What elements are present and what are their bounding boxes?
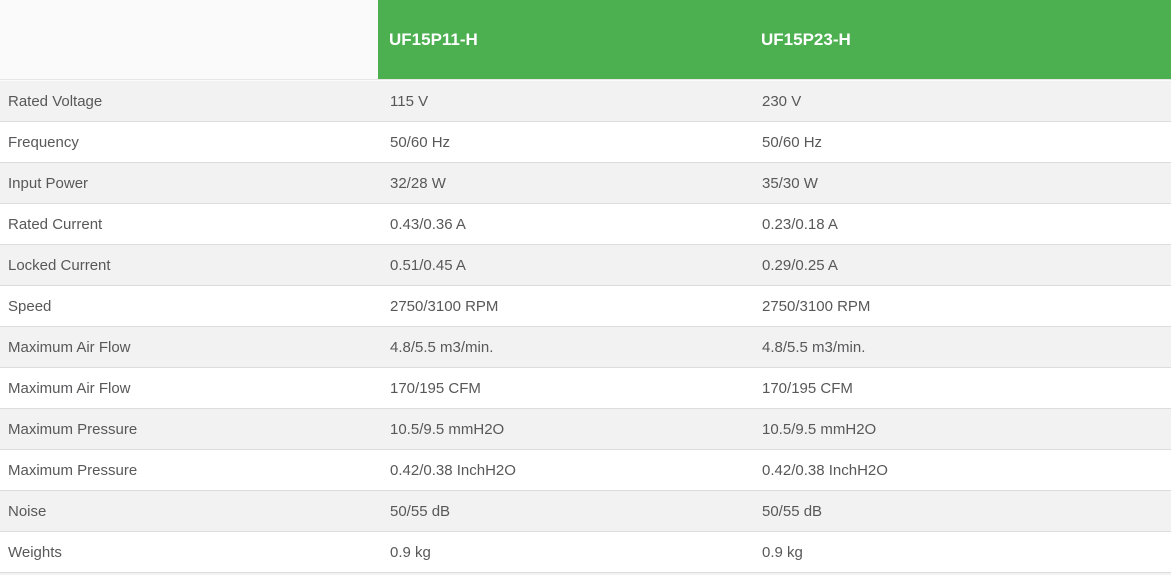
table-row-input-power: Input Power 32/28 W 35/30 W [0,163,1171,204]
table-row-frequency: Frequency 50/60 Hz 50/60 Hz [0,122,1171,163]
row-value-uf15p11-h: 0.43/0.36 A [390,215,466,233]
column-header-uf15p11-h: UF15P11-H [378,0,750,79]
row-value-uf15p23-h: 230 V [762,92,802,110]
row-label: Weights [8,543,62,561]
row-value-uf15p23-h: 2750/3100 RPM [762,297,871,315]
row-label: Rated Current [8,215,103,233]
row-label: Frequency [8,133,79,151]
row-value-uf15p11-h: 10.5/9.5 mmH2O [390,420,505,438]
partial-next-row [0,573,1171,575]
header-divider [0,80,1171,81]
row-value-uf15p11-h: 4.8/5.5 m3/min. [390,338,494,356]
row-value-uf15p23-h: 50/55 dB [762,502,823,520]
table-row-max-pressure-mmh2o: Maximum Pressure 10.5/9.5 mmH2O 10.5/9.5… [0,409,1171,450]
row-label: Maximum Pressure [8,420,138,438]
table-row-rated-voltage: Rated Voltage 115 V 230 V [0,81,1171,122]
row-value-uf15p23-h: 50/60 Hz [762,133,823,151]
column-header-uf15p23-h: UF15P23-H [750,0,1171,79]
row-value-uf15p23-h: 0.9 kg [762,543,803,561]
row-label: Noise [8,502,47,520]
row-value-uf15p11-h: 50/60 Hz [390,133,451,151]
row-label: Speed [8,297,52,315]
row-value-uf15p23-h: 0.42/0.38 InchH2O [762,461,888,479]
row-value-uf15p11-h: 2750/3100 RPM [390,297,499,315]
row-value-uf15p11-h: 0.51/0.45 A [390,256,466,274]
row-value-uf15p11-h: 115 V [390,92,429,110]
row-label: Input Power [8,174,89,192]
row-label: Rated Voltage [8,92,103,110]
row-label: Maximum Air Flow [8,338,131,356]
row-label: Maximum Pressure [8,461,138,479]
table-row-max-air-flow-m3: Maximum Air Flow 4.8/5.5 m3/min. 4.8/5.5… [0,327,1171,368]
row-label: Maximum Air Flow [8,379,131,397]
row-value-uf15p11-h: 32/28 W [390,174,446,192]
table-row-noise: Noise 50/55 dB 50/55 dB [0,491,1171,532]
table-row-rated-current: Rated Current 0.43/0.36 A 0.23/0.18 A [0,204,1171,245]
row-value-uf15p23-h: 0.29/0.25 A [762,256,838,274]
row-value-uf15p11-h: 50/55 dB [390,502,451,520]
row-label: Locked Current [8,256,111,274]
row-value-uf15p11-h: 0.9 kg [390,543,431,561]
row-value-uf15p23-h: 170/195 CFM [762,379,853,397]
table-row-speed: Speed 2750/3100 RPM 2750/3100 RPM [0,286,1171,327]
row-value-uf15p23-h: 0.23/0.18 A [762,215,838,233]
header-blank-cell [0,0,378,79]
row-value-uf15p11-h: 0.42/0.38 InchH2O [390,461,516,479]
row-value-uf15p23-h: 4.8/5.5 m3/min. [762,338,866,356]
table-row-max-air-flow-cfm: Maximum Air Flow 170/195 CFM 170/195 CFM [0,368,1171,409]
row-value-uf15p23-h: 10.5/9.5 mmH2O [762,420,877,438]
row-value-uf15p23-h: 35/30 W [762,174,818,192]
table-row-weights: Weights 0.9 kg 0.9 kg [0,532,1171,573]
table-header-row: UF15P11-H UF15P23-H [0,0,1171,80]
table-row-locked-current: Locked Current 0.51/0.45 A 0.29/0.25 A [0,245,1171,286]
row-value-uf15p11-h: 170/195 CFM [390,379,481,397]
table-row-max-pressure-inchh2o: Maximum Pressure 0.42/0.38 InchH2O 0.42/… [0,450,1171,491]
